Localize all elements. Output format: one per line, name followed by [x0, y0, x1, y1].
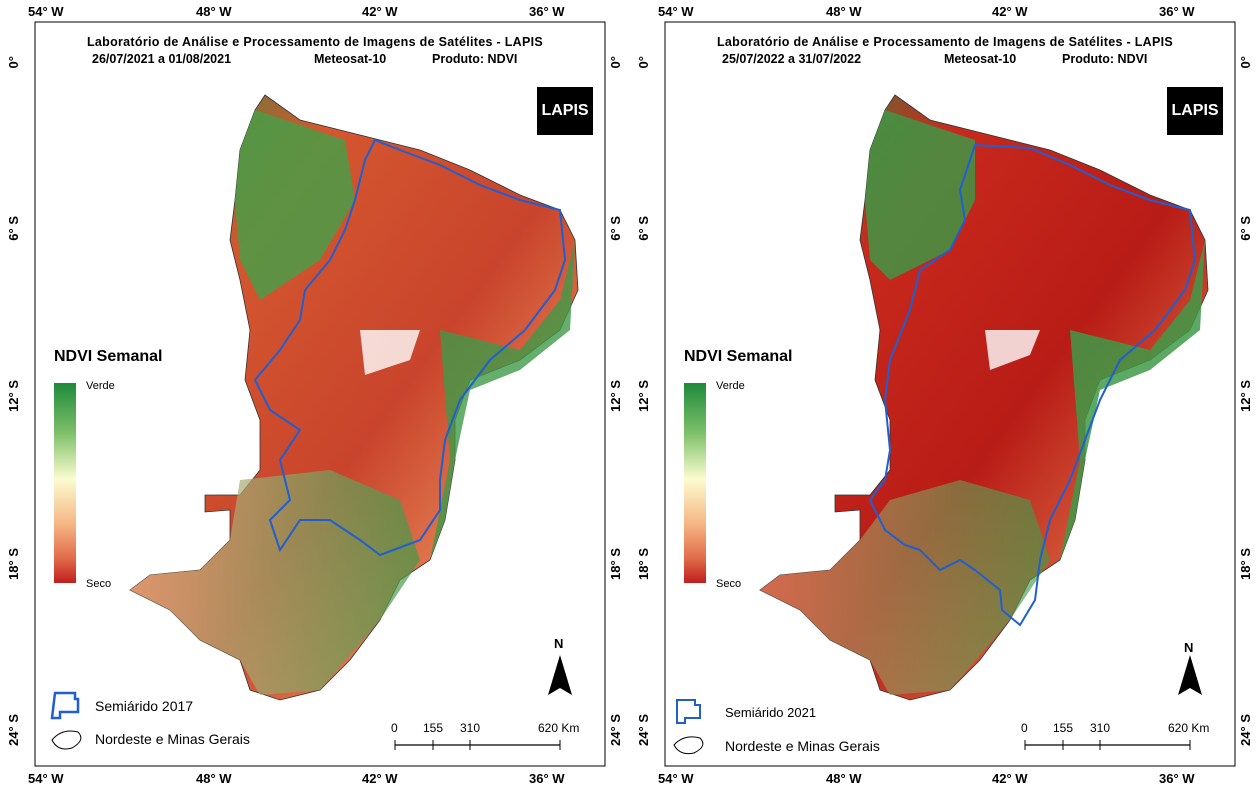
- scale-label-310: 310: [460, 721, 481, 735]
- lon-tick-54w-bottom: 54° W: [28, 771, 64, 786]
- lat-tick-24s: 24° S: [6, 714, 21, 746]
- scale-label-620: 620 Km: [538, 721, 580, 735]
- lat-tick-0: 0°: [636, 56, 651, 69]
- lapis-logo: LAPIS: [537, 87, 593, 135]
- map-panel-2021: 54° W 48° W 42° W 36° W 54° W 48° W 42° …: [6, 4, 623, 786]
- lat-tick-24s-right: 24° S: [608, 714, 623, 746]
- lat-tick-12s-right: 12° S: [1238, 380, 1253, 412]
- lat-tick-24s-right: 24° S: [1238, 714, 1253, 746]
- semiarido-outline: [868, 143, 1197, 627]
- date-range: 26/07/2021 a 01/08/2021: [92, 52, 232, 66]
- lat-tick-6s-right: 6° S: [1238, 216, 1253, 241]
- lat-tick-0: 0°: [6, 56, 21, 69]
- scale-label-620: 620 Km: [1168, 721, 1210, 735]
- lon-tick-48w-bottom: 48° W: [826, 771, 862, 786]
- lat-tick-6s-right: 6° S: [608, 216, 623, 241]
- lon-tick-48w-bottom: 48° W: [196, 771, 232, 786]
- lon-tick-36w: 36° W: [529, 4, 565, 19]
- lon-tick-42w: 42° W: [362, 4, 398, 19]
- scale-label-0: 0: [391, 721, 398, 735]
- lat-tick-6s: 6° S: [6, 216, 21, 241]
- product-label: Produto: NDVI: [432, 52, 518, 66]
- legend-high-label: Verde: [716, 380, 745, 392]
- legend-title: NDVI Semanal: [684, 348, 793, 365]
- north-arrow-label: N: [1184, 640, 1194, 655]
- map-title: Laboratório de Análise e Processamento d…: [716, 35, 1174, 49]
- lon-tick-42w: 42° W: [992, 4, 1028, 19]
- ndvi-color-bar: [54, 383, 76, 583]
- lon-tick-36w-bottom: 36° W: [529, 771, 565, 786]
- scale-label-0: 0: [1021, 721, 1028, 735]
- satellite-label: Meteosat-10: [944, 52, 1017, 66]
- semiarido-outline: [253, 138, 567, 557]
- map-canvas: [664, 21, 1236, 767]
- map-canvas: [34, 21, 606, 767]
- scale-label-155: 155: [423, 721, 444, 735]
- lat-tick-18s: 18° S: [636, 548, 651, 580]
- legend-low-label: Seco: [716, 578, 742, 590]
- lat-tick-0-right: 0°: [608, 56, 623, 69]
- date-range: 25/07/2022 a 31/07/2022: [722, 52, 862, 66]
- legend-high-label: Verde: [86, 380, 115, 392]
- lon-tick-42w-bottom: 42° W: [992, 771, 1028, 786]
- satellite-label: Meteosat-10: [314, 52, 387, 66]
- legend-low-label: Seco: [86, 578, 112, 590]
- product-label: Produto: NDVI: [1062, 52, 1148, 66]
- lon-tick-48w: 48° W: [196, 4, 232, 19]
- legend-region: Nordeste e Minas Gerais: [95, 731, 250, 747]
- lat-tick-12s-right: 12° S: [608, 380, 623, 412]
- lon-tick-42w-bottom: 42° W: [362, 771, 398, 786]
- legend-semiarido: Semiárido 2017: [95, 698, 194, 714]
- lapis-logo: LAPIS: [1167, 87, 1223, 135]
- lat-tick-0-right: 0°: [1238, 56, 1253, 69]
- lat-tick-12s: 12° S: [636, 380, 651, 412]
- legend-semiarido: Semiárido 2021: [725, 705, 817, 720]
- lat-tick-18s-right: 18° S: [1238, 548, 1253, 580]
- map-panel-2022: 54° W 48° W 42° W 36° W 54° W 48° W 42° …: [630, 0, 1260, 791]
- legend-title: NDVI Semanal: [54, 348, 163, 365]
- lat-tick-24s: 24° S: [636, 714, 651, 746]
- lon-tick-54w: 54° W: [28, 4, 64, 19]
- north-arrow-label: N: [554, 636, 564, 651]
- map-title: Laboratório de Análise e Processamento d…: [86, 35, 544, 49]
- lat-tick-6s: 6° S: [636, 216, 651, 241]
- ndvi-color-bar: [684, 383, 706, 583]
- lat-tick-18s-right: 18° S: [608, 548, 623, 580]
- scale-label-310: 310: [1090, 721, 1111, 735]
- lat-tick-12s: 12° S: [6, 380, 21, 412]
- lon-tick-54w: 54° W: [658, 4, 694, 19]
- lon-tick-48w: 48° W: [826, 4, 862, 19]
- scale-label-155: 155: [1053, 721, 1074, 735]
- lon-tick-36w: 36° W: [1159, 4, 1195, 19]
- lon-tick-54w-bottom: 54° W: [658, 771, 694, 786]
- lat-tick-18s: 18° S: [6, 548, 21, 580]
- lon-tick-36w-bottom: 36° W: [1159, 771, 1195, 786]
- legend-region: Nordeste e Minas Gerais: [725, 738, 880, 754]
